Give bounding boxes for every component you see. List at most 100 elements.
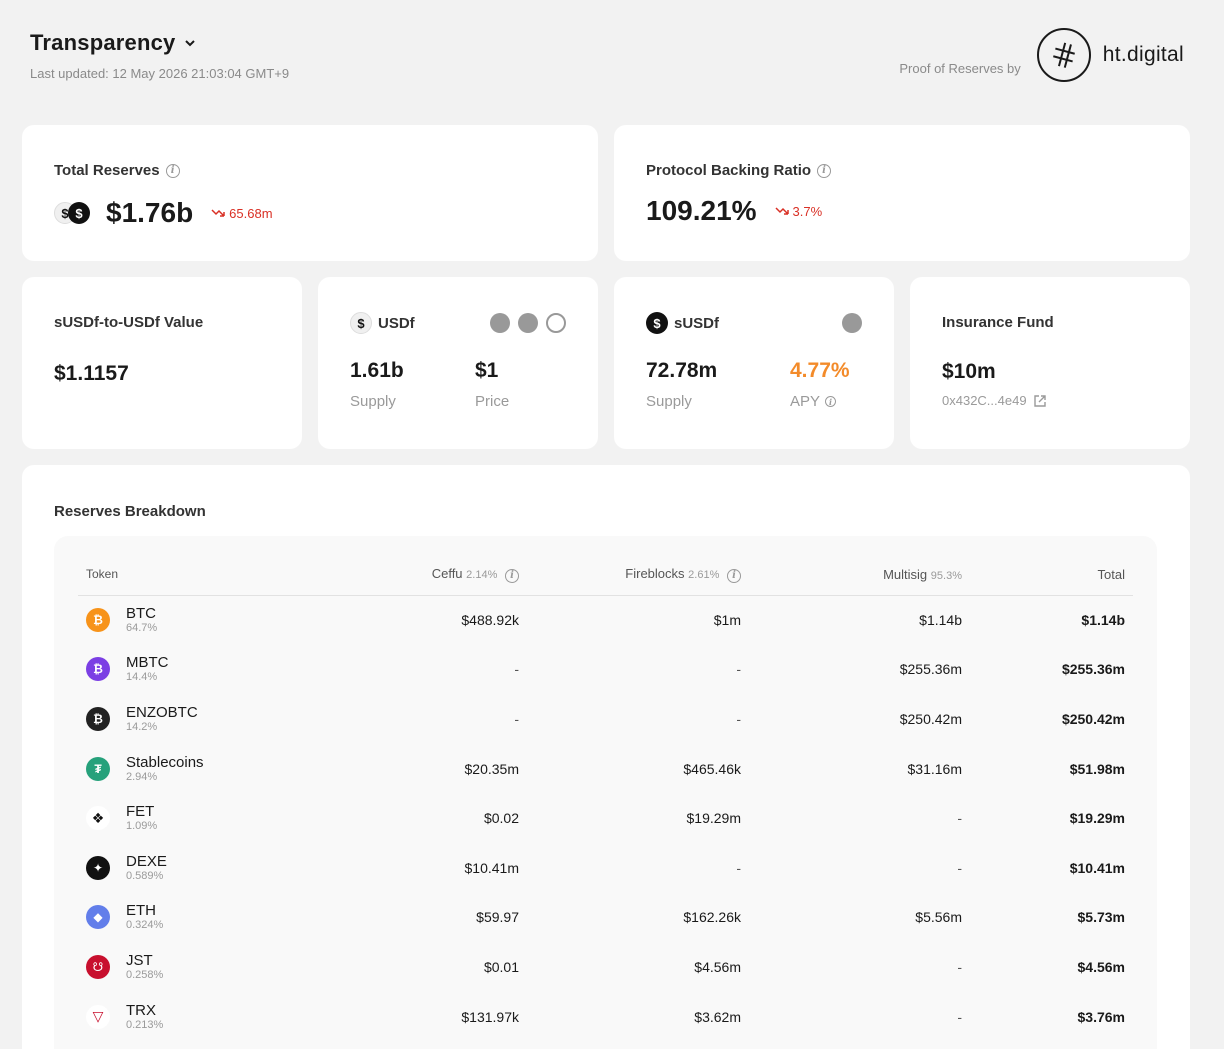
- token-name: JST: [126, 951, 153, 969]
- table-row: ₿ ENZOBTC 14.2% - - $250.42m $250.42m: [78, 694, 1133, 744]
- token-name: FET: [126, 803, 155, 821]
- col-ceffu-label: Ceffu: [431, 566, 463, 581]
- page-header: Transparency Last updated: 12 May 2026 2…: [30, 30, 289, 81]
- token-name: MBTC: [126, 654, 169, 672]
- btc-token-icon: ₿: [86, 608, 110, 633]
- total-cell: $10.41m: [1069, 859, 1125, 876]
- token-share: 1.09%: [126, 820, 158, 833]
- total-reserves-label-text: Total Reserves: [54, 162, 160, 179]
- fireblocks-cell: $3.62m: [694, 1008, 741, 1025]
- total-cell: $3.76m: [1077, 1008, 1125, 1025]
- total-cell: $51.98m: [1069, 760, 1125, 777]
- total-cell: $1.14b: [1081, 612, 1125, 629]
- token-cell: ₿ BTC 64.7%: [78, 595, 338, 645]
- col-multisig: Multisig 95.3%: [741, 566, 962, 596]
- table-row: ❖ FET 1.09% $0.02 $19.29m - $19.29m: [78, 793, 1133, 843]
- col-multisig-pct: 95.3%: [930, 569, 962, 582]
- usdf-price-block: $1 Price: [475, 359, 509, 410]
- title-dropdown[interactable]: Transparency: [30, 30, 289, 56]
- multisig-cell: $1.14b: [919, 612, 962, 629]
- total-reserves-change: 65.68m: [211, 205, 273, 221]
- backing-ratio-value-row: 109.21% 3.7%: [646, 195, 822, 227]
- table-row: ₿ BTC 64.7% $488.92k $1m $1.14b $1.14b: [78, 595, 1133, 645]
- susdf-coin-icon: $: [68, 202, 90, 224]
- susdf-apy-label-text: APY: [790, 393, 821, 410]
- insurance-value: $10m: [942, 360, 996, 383]
- breakdown-title: Reserves Breakdown: [54, 503, 206, 520]
- stablecoins-token-icon: ₮: [86, 756, 110, 781]
- total-cell: $250.42m: [1061, 710, 1125, 727]
- total-cell: $4.56m: [1077, 958, 1125, 975]
- token-name: BTC: [126, 605, 156, 623]
- usdf-label: $ USDf: [350, 312, 415, 334]
- external-link-icon[interactable]: [1033, 394, 1047, 408]
- partner-name: ht.digital: [1102, 43, 1184, 66]
- ceffu-cell: $10.41m: [464, 859, 519, 876]
- susdf-label-text: sUSDf: [674, 314, 720, 332]
- ceffu-cell: $0.02: [483, 810, 519, 827]
- token-name: TRX: [126, 1001, 156, 1019]
- usdf-chain-icons: [490, 313, 566, 333]
- multisig-cell: $250.42m: [899, 710, 962, 727]
- ceffu-cell: -: [514, 710, 519, 727]
- jst-token-icon: ☋: [86, 954, 110, 979]
- insurance-label: Insurance Fund: [942, 314, 1054, 331]
- token-share: 2.94%: [126, 770, 158, 783]
- col-ceffu: Ceffu 2.14% i: [338, 566, 519, 596]
- ceffu-cell: $20.35m: [464, 760, 519, 777]
- token-share: 14.2%: [126, 720, 158, 733]
- token-cell: ◆ ETH 0.324%: [78, 893, 338, 943]
- reserves-table: Token Ceffu 2.14% i Fireblocks 2.61% i M…: [78, 566, 1133, 1041]
- info-icon[interactable]: i: [825, 396, 837, 407]
- chain-icon[interactable]: [842, 313, 862, 333]
- fireblocks-cell: $465.46k: [683, 760, 741, 777]
- insurance-address-link[interactable]: 0x432C...4e49: [942, 393, 1047, 408]
- susdf-card: $ sUSDf 72.78m Supply 4.77% APY i: [614, 277, 894, 449]
- info-icon[interactable]: i: [505, 568, 519, 583]
- usdf-price: $1: [475, 359, 499, 382]
- total-cell: $19.29m: [1069, 810, 1125, 827]
- chain-icon[interactable]: [490, 313, 510, 333]
- usdf-coin-icon: $: [350, 312, 372, 334]
- eth-token-icon: ◆: [86, 905, 110, 930]
- fireblocks-cell: $162.26k: [683, 909, 741, 926]
- ceffu-cell: -: [514, 661, 519, 678]
- multisig-cell: -: [957, 1008, 962, 1025]
- col-token: Token: [78, 566, 338, 596]
- usdf-card: $ USDf 1.61b Supply $1 Price: [318, 277, 598, 449]
- col-fireblocks-pct: 2.61%: [688, 569, 720, 581]
- token-cell: ₮ Stablecoins 2.94%: [78, 744, 338, 794]
- fireblocks-cell: -: [736, 661, 741, 678]
- token-share: 0.589%: [126, 869, 164, 882]
- info-icon[interactable]: i: [165, 163, 180, 178]
- fet-token-icon: ❖: [86, 806, 110, 831]
- ceffu-cell: $59.97: [476, 909, 519, 926]
- trend-down-icon: [775, 207, 789, 215]
- chain-icon[interactable]: [518, 313, 538, 333]
- total-cell: $5.73m: [1077, 909, 1125, 926]
- info-icon[interactable]: i: [727, 568, 741, 583]
- backing-ratio-change: 3.7%: [775, 203, 823, 219]
- info-icon[interactable]: i: [817, 163, 832, 178]
- fireblocks-cell: -: [736, 710, 741, 727]
- backing-ratio-change-value: 3.7%: [792, 203, 823, 219]
- token-share: 64.7%: [126, 622, 158, 635]
- chain-icon[interactable]: [546, 313, 566, 333]
- ceffu-cell: $488.92k: [461, 612, 519, 629]
- token-cell: ❖ FET 1.09%: [78, 793, 338, 843]
- susdf-chain-icons: [842, 313, 862, 338]
- token-cell: ☋ JST 0.258%: [78, 942, 338, 992]
- token-name: Stablecoins: [126, 753, 204, 771]
- susdf-value-label: sUSDf-to-USDf Value: [54, 314, 204, 331]
- total-cell: $255.36m: [1061, 661, 1125, 678]
- proof-label: Proof of Reserves by: [899, 60, 1021, 76]
- insurance-fund-card: Insurance Fund $10m 0x432C...4e49: [910, 277, 1190, 449]
- ceffu-cell: $131.97k: [461, 1008, 519, 1025]
- proof-of-reserves: Proof of Reserves by ht.digital: [899, 28, 1184, 82]
- trend-down-icon: [211, 209, 225, 217]
- token-name: ETH: [126, 902, 156, 920]
- susdf-supply-block: 72.78m Supply: [646, 359, 717, 410]
- backing-ratio-label: Protocol Backing Ratio i: [646, 162, 832, 179]
- fireblocks-cell: $19.29m: [686, 810, 741, 827]
- total-reserves-change-value: 65.68m: [229, 205, 273, 221]
